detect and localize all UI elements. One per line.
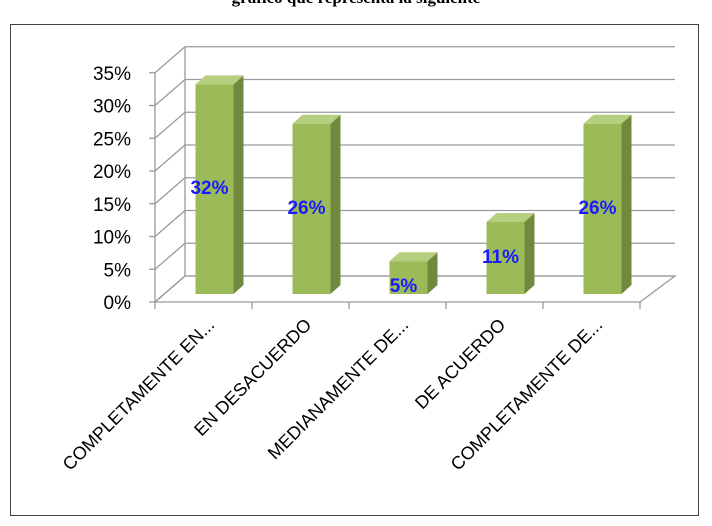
gridline-side bbox=[154, 79, 186, 106]
bar-top bbox=[292, 114, 341, 124]
data-label: 26% bbox=[578, 198, 616, 219]
bar-top bbox=[195, 75, 244, 85]
y-tick-label: 35% bbox=[93, 64, 131, 85]
y-tick-label: 0% bbox=[104, 293, 132, 314]
gridline-side bbox=[154, 242, 186, 270]
bar bbox=[389, 261, 428, 294]
gridline-side bbox=[154, 111, 186, 139]
bar-top bbox=[583, 114, 632, 124]
data-label: 5% bbox=[390, 276, 418, 297]
bar bbox=[292, 123, 331, 294]
gridline-side bbox=[154, 210, 186, 237]
x-category-label: COMPLETAMENTE EN... bbox=[59, 315, 219, 475]
y-tick-label: 10% bbox=[93, 228, 131, 249]
bar-top bbox=[486, 212, 535, 222]
bar-side bbox=[330, 114, 341, 294]
gridline-side bbox=[154, 177, 186, 205]
bar bbox=[195, 84, 234, 295]
chart-title-text: gráfico que representa la siguiente bbox=[0, 0, 712, 8]
y-tick-label: 25% bbox=[93, 129, 131, 150]
chart-floor bbox=[153, 275, 677, 303]
gridline-side bbox=[154, 144, 186, 172]
y-tick-label: 20% bbox=[93, 162, 131, 183]
y-tick-label: 30% bbox=[93, 97, 131, 118]
bar-side bbox=[427, 252, 438, 294]
bar-side bbox=[621, 114, 632, 294]
bar bbox=[486, 221, 525, 294]
bar-top bbox=[389, 252, 438, 262]
data-label: 26% bbox=[287, 198, 325, 219]
data-label: 32% bbox=[190, 178, 228, 199]
x-category-label: DE ACUERDO bbox=[411, 315, 509, 413]
y-tick-label: 5% bbox=[104, 260, 132, 281]
data-label: 11% bbox=[482, 247, 519, 268]
chart-title-clipped: gráfico que representa la siguiente bbox=[0, 0, 712, 24]
bar-side bbox=[524, 212, 535, 294]
bar bbox=[583, 123, 622, 294]
gridline-side bbox=[154, 46, 186, 74]
bar-side bbox=[233, 75, 244, 295]
y-tick-label: 15% bbox=[93, 195, 131, 216]
